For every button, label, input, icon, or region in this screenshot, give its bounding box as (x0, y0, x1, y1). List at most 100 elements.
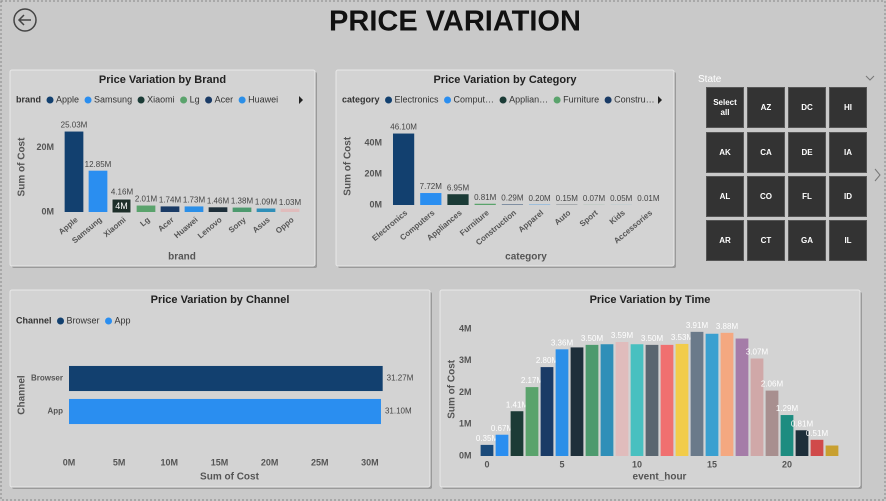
value-label: 3.53M (671, 333, 694, 342)
y-tick-label: 40M (364, 137, 382, 147)
y-tick-label: App (47, 407, 63, 416)
bar (555, 349, 569, 456)
value-label: 46.10M (390, 123, 417, 132)
slicer-item[interactable]: IA (829, 132, 867, 173)
bar (64, 131, 84, 212)
value-label: 3.36M (551, 338, 574, 347)
value-label: 0.29M (501, 194, 524, 203)
bar (88, 170, 108, 212)
slicer-item[interactable]: IL (829, 220, 867, 261)
bar (600, 344, 614, 456)
legend-entry: App (115, 315, 131, 325)
legend-title: Channel (16, 315, 52, 325)
tooltip-box (111, 198, 132, 214)
bar (570, 347, 584, 456)
legend-marker (553, 96, 561, 104)
legend-marker (105, 317, 113, 325)
slicer-item[interactable]: DE (788, 132, 826, 173)
y-tick-label: 20M (364, 168, 382, 178)
bar (750, 358, 764, 456)
slicer-item[interactable]: ID (829, 176, 867, 217)
bar (392, 133, 415, 205)
legend-entry: Constru… (614, 94, 655, 104)
bar (735, 338, 749, 456)
legend-marker (84, 96, 92, 104)
bar (765, 390, 779, 456)
bar (705, 333, 719, 456)
value-label: 0.67M (491, 424, 514, 433)
slicer-item[interactable]: CA (747, 132, 785, 173)
bar (585, 344, 599, 456)
value-label: 0.15M (556, 194, 579, 203)
value-label: 1.03M (279, 198, 302, 207)
slicer-item[interactable]: AZ (747, 87, 785, 128)
value-label: 3.91M (686, 321, 709, 330)
y-tick-label: 20M (36, 142, 54, 152)
legend-marker (205, 96, 213, 104)
legend-scroll[interactable] (658, 96, 662, 104)
slicer-item[interactable]: AK (706, 132, 744, 173)
legend-entry: Electronics (395, 94, 440, 104)
y-tick-label: 2M (459, 387, 472, 397)
slicer-item[interactable]: AR (706, 220, 744, 261)
value-label: 2.17M (521, 376, 544, 385)
slicer-item[interactable]: FL (788, 176, 826, 217)
bar (720, 332, 734, 456)
bar (474, 203, 496, 205)
value-label: 12.85M (85, 160, 112, 169)
value-label: 1.38M (231, 197, 254, 206)
slicer-item[interactable]: CO (747, 176, 785, 217)
x-axis-label: Sum of Cost (200, 472, 260, 483)
bar (447, 194, 469, 205)
bar (184, 206, 204, 212)
value-label: 3.50M (641, 334, 664, 343)
value-label: 3.59M (611, 331, 634, 340)
bar (810, 439, 824, 456)
y-tick-label: 0M (369, 199, 382, 209)
slicer-chevron[interactable] (865, 75, 875, 81)
x-axis-label: category (505, 252, 547, 263)
slicer-item[interactable]: AL (706, 176, 744, 217)
value-label: 31.27M (387, 374, 414, 383)
legend-marker (137, 96, 145, 104)
legend-scroll[interactable] (299, 96, 303, 104)
slicer-item[interactable]: Select all (706, 87, 744, 128)
x-tick-label: 15M (211, 457, 229, 467)
legend-entry: Xiaomi (147, 94, 175, 104)
value-label: 4.16M (111, 188, 134, 197)
panel (335, 69, 675, 267)
value-label: 25.03M (61, 121, 88, 130)
x-tick-label: 0 (484, 459, 489, 469)
slicer-item[interactable]: GA (788, 220, 826, 261)
y-axis-label: Sum of Cost (343, 136, 354, 196)
value-label: 3.07M (746, 348, 769, 357)
value-label: 1.74M (159, 196, 182, 205)
bar (69, 398, 381, 425)
bar (795, 430, 809, 456)
x-tick-label: 25M (311, 457, 329, 467)
x-tick-label: 10 (632, 459, 642, 469)
legend-entry: Browser (67, 315, 100, 325)
value-label: 31.10M (385, 407, 412, 416)
legend-entry: Comput… (454, 94, 495, 104)
back-button[interactable] (13, 8, 37, 32)
y-tick-label: 3M (459, 355, 472, 365)
bar (690, 331, 704, 456)
y-tick-label: 1M (459, 419, 472, 429)
legend-entry: Furniture (563, 94, 599, 104)
slicer-item[interactable]: CT (747, 220, 785, 261)
slicer-item[interactable]: DC (788, 87, 826, 128)
slicer-item[interactable]: HI (829, 87, 867, 128)
bar (136, 205, 156, 212)
y-axis-label: Channel (17, 375, 28, 415)
legend-entry: Applian… (509, 94, 548, 104)
value-label: 2.01M (135, 195, 158, 204)
value-label: 1.09M (255, 198, 278, 207)
panel (9, 69, 316, 267)
value-label: 1.46M (207, 196, 230, 205)
legend-entry: Acer (215, 94, 234, 104)
slicer-next[interactable] (874, 168, 881, 182)
value-label: 0.20M (528, 194, 551, 203)
legend-marker (180, 96, 188, 104)
value-label: 2.80M (536, 356, 559, 365)
